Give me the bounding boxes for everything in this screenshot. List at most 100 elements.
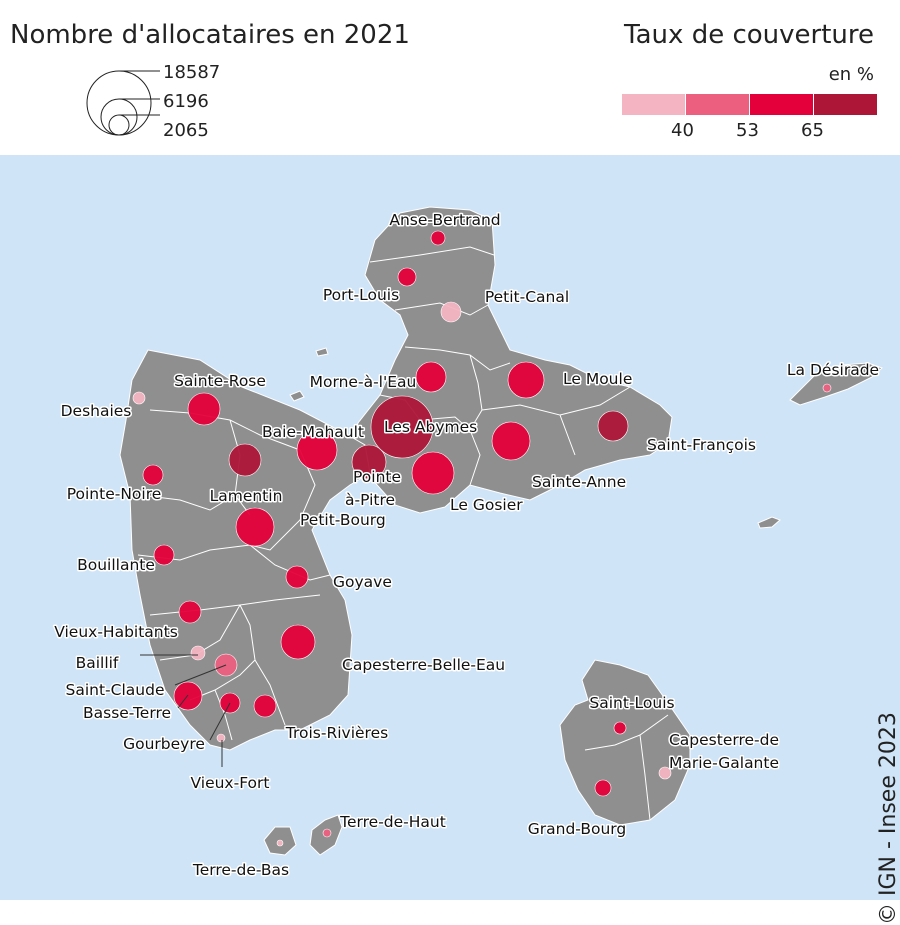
symbol-grand-bourg	[594, 779, 612, 797]
rate-legend-box-2	[686, 94, 749, 115]
symbol-les-abymes	[370, 395, 434, 459]
islet-3	[757, 516, 781, 529]
symbol-baillif	[190, 645, 206, 661]
symbol-terre-de-haut	[322, 828, 332, 838]
islet-1	[315, 347, 329, 357]
label-basse-terre: Basse-Terre	[83, 704, 171, 722]
symbol-petit-bourg	[235, 507, 275, 547]
size-legend-circle-small	[108, 114, 130, 136]
label-port-louis: Port-Louis	[323, 286, 399, 304]
grande-terre-island	[351, 206, 673, 514]
rate-legend-box-3	[750, 94, 813, 115]
border-5	[481, 404, 576, 456]
label-vieux-fort: Vieux-Fort	[191, 774, 270, 792]
rate-legend-break-2: 53	[736, 120, 759, 141]
label-terre-de-bas: Terre-de-Bas	[192, 861, 289, 879]
size-legend-circle-large	[86, 70, 152, 136]
label-gourbeyre: Gourbeyre	[123, 735, 205, 753]
islet-2	[289, 390, 305, 402]
label-goyave: Goyave	[333, 573, 392, 591]
symbol-sainte-rose	[187, 392, 221, 426]
symbol-le-moule	[507, 361, 545, 399]
symbol-vieux-fort	[216, 733, 226, 743]
border-1	[369, 246, 495, 263]
symbol-baie-mahault	[296, 429, 338, 471]
symbol-la-desirade	[822, 383, 832, 393]
symbol-port-louis	[397, 267, 417, 287]
symbol-goyave	[285, 565, 309, 589]
symbol-saint-louis	[613, 721, 627, 735]
border-6	[559, 386, 631, 416]
label-le-moule: Le Moule	[563, 370, 632, 388]
border-12	[249, 449, 316, 551]
rate-legend-title: Taux de couverture	[624, 20, 874, 50]
symbol-anse-bertrand	[430, 230, 446, 246]
rate-legend-box-4	[814, 94, 877, 115]
label-le-gosier: Le Gosier	[450, 496, 523, 514]
rate-legend-unit: en %	[828, 64, 874, 85]
label-capesterre-belle-eau: Capesterre-Belle-Eau	[342, 656, 505, 674]
symbols-group	[132, 230, 832, 847]
border-21	[639, 734, 651, 821]
symbol-basse-terre	[173, 681, 203, 711]
size-legend-label-small: 2065	[163, 120, 209, 141]
border-18	[214, 689, 233, 741]
label-saint-francois: Saint-François	[647, 436, 756, 454]
legend-header: Nombre d'allocataires en 2021 18587 6196…	[0, 0, 900, 155]
symbol-capesterre-de-marie-galante	[658, 766, 672, 780]
size-legend-circle-medium	[100, 98, 138, 136]
label-lamentin: Lamentin	[210, 487, 283, 505]
label-terre-de-haut: Terre-de-Haut	[339, 813, 446, 831]
border-11	[139, 494, 236, 511]
border-19	[254, 659, 286, 726]
size-legend-label-medium: 6196	[163, 91, 209, 112]
symbol-deshaies	[132, 391, 146, 405]
symbol-saint-francois	[597, 410, 629, 442]
label-morne-a-l-eau: Morne-à-l'Eau	[310, 373, 417, 391]
symbol-pointe-a-pitre	[351, 444, 387, 480]
label-pointe-a-pitre: Pointe à-Pitre	[345, 468, 401, 509]
marie-galante-island	[559, 659, 691, 826]
rate-legend-break-1: 40	[671, 120, 694, 141]
border-10	[229, 419, 251, 516]
leader-saint-claude	[174, 664, 227, 686]
symbol-morne-a-l-eau	[415, 361, 447, 393]
label-pointe-noire: Pointe-Noire	[67, 485, 162, 503]
label-grand-bourg: Grand-Bourg	[528, 820, 626, 838]
border-17	[189, 604, 256, 701]
leader-lines	[140, 654, 231, 767]
label-les-abymes: Les Abymes	[384, 418, 477, 436]
border-4	[469, 354, 483, 431]
rate-legend-break-3: 65	[801, 120, 824, 141]
border-20	[584, 714, 669, 751]
label-baillif: Baillif	[76, 654, 119, 672]
rate-legend-box-1	[622, 94, 685, 115]
label-vieux-habitants: Vieux-Habitants	[54, 623, 178, 641]
label-petit-bourg: Petit-Bourg	[300, 511, 386, 529]
label-trois-rivieres: Trois-Rivières	[285, 724, 388, 742]
label-petit-canal: Petit-Canal	[485, 288, 569, 306]
label-deshaies: Deshaies	[61, 402, 132, 420]
symbol-pointe-noire	[142, 464, 164, 486]
label-saint-louis: Saint-Louis	[589, 694, 674, 712]
map: Anse-Bertrand Port-Louis Petit-Canal Morne-…	[0, 155, 900, 925]
symbol-petit-canal	[440, 301, 462, 323]
leader-basse-terre	[177, 694, 189, 709]
size-legend-title: Nombre d'allocataires en 2021	[10, 20, 410, 50]
copyright-text: © IGN - Insee 2023	[876, 712, 900, 925]
symbol-vieux-habitants	[178, 600, 202, 624]
symbol-capesterre-belle-eau	[280, 624, 316, 660]
symbol-bouillante	[153, 544, 175, 566]
border-7	[419, 416, 481, 486]
label-anse-bertrand: Anse-Bertrand	[389, 211, 500, 229]
size-legend-label-large: 18587	[163, 62, 221, 83]
label-saint-claude: Saint-Claude	[66, 681, 165, 699]
label-capesterre-de-marie-galante: Capesterre-de Marie-Galante	[669, 731, 779, 772]
leader-gourbeyre	[209, 702, 231, 741]
symbol-sainte-anne	[491, 421, 531, 461]
label-la-desirade: La Désirade	[787, 361, 879, 379]
label-bouillante: Bouillante	[77, 556, 155, 574]
label-sainte-anne: Sainte-Anne	[532, 473, 626, 491]
border-16	[159, 604, 241, 661]
map-svg: Anse-Bertrand Port-Louis Petit-Canal Morne-…	[0, 155, 900, 900]
